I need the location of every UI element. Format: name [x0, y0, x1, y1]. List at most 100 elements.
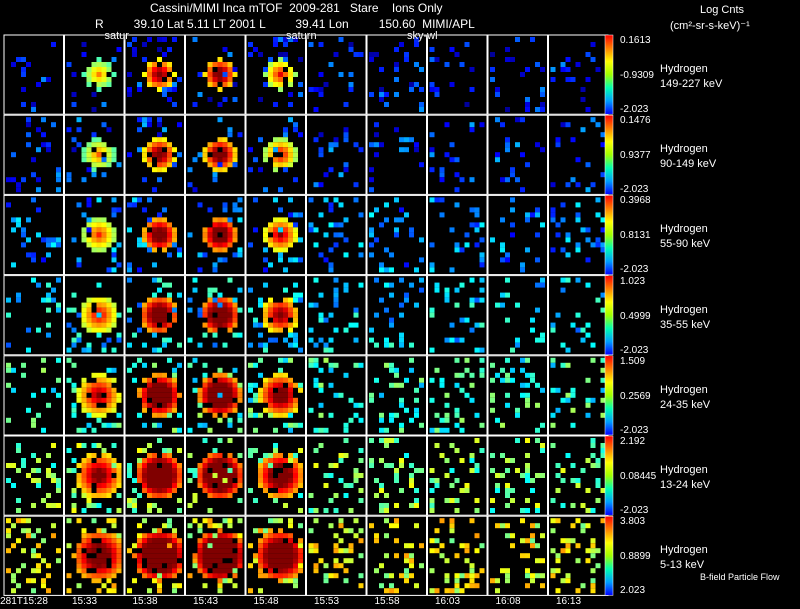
ion-species-label: Hydrogen: [660, 544, 708, 557]
heat-pixel: [227, 147, 233, 153]
heat-pixel: [71, 503, 77, 508]
heat-pixel: [26, 407, 31, 413]
heat-pixel: [248, 362, 253, 368]
heat-pixel: [419, 87, 424, 92]
heat-pixel: [127, 42, 132, 47]
heat-pixel: [101, 317, 107, 323]
heat-pixel: [510, 458, 515, 463]
heat-pixel: [16, 448, 21, 453]
heat-pixel: [187, 232, 193, 238]
heat-pixel: [525, 392, 530, 398]
heat-pixel: [384, 282, 389, 288]
heat-pixel: [237, 518, 243, 524]
heat-pixel: [137, 387, 142, 393]
heat-pixel: [429, 197, 435, 203]
heat-pixel: [288, 157, 293, 163]
heat-pixel: [177, 392, 182, 398]
heat-pixel: [550, 322, 556, 328]
heat-pixel: [91, 62, 97, 67]
heat-pixel: [338, 548, 344, 554]
heat-pixel: [96, 443, 102, 448]
heat-pixel: [237, 217, 243, 223]
heat-pixel: [132, 47, 137, 52]
heat-pixel: [212, 322, 218, 328]
heat-pixel: [510, 172, 515, 178]
heat-pixel: [91, 478, 97, 483]
heat-pixel: [258, 412, 263, 418]
heat-pixel: [479, 422, 485, 428]
heat-pixel: [162, 232, 167, 238]
heat-pixel: [227, 227, 233, 233]
heat-pixel: [111, 227, 117, 233]
heat-pixel: [348, 543, 354, 549]
heat-pixel: [449, 142, 455, 148]
heat-pixel: [358, 553, 364, 559]
heat-pixel: [454, 157, 460, 163]
heat-pixel: [96, 322, 102, 328]
heat-pixel: [248, 242, 253, 248]
panel-target-label: sky-wl: [407, 30, 438, 42]
heat-pixel: [298, 553, 303, 559]
heat-pixel: [389, 362, 394, 368]
heat-pixel: [167, 147, 172, 153]
heat-pixel: [404, 292, 409, 298]
heat-pixel: [585, 548, 591, 554]
heat-pixel: [268, 473, 273, 478]
heat-pixel: [278, 473, 283, 478]
heat-pixel: [127, 463, 132, 468]
heat-pixel: [283, 422, 288, 428]
heat-pixel: [384, 553, 389, 559]
heat-pixel: [394, 47, 399, 52]
heat-pixel: [101, 222, 107, 228]
heat-pixel: [429, 167, 435, 173]
heat-pixel: [106, 533, 112, 539]
heat-pixel: [328, 222, 334, 228]
heat-pixel: [399, 147, 404, 153]
heat-pixel: [459, 282, 465, 288]
heat-pixel: [86, 382, 92, 388]
heat-pixel: [152, 137, 157, 143]
heat-pixel: [540, 422, 545, 428]
heat-pixel: [197, 473, 203, 478]
heat-pixel: [283, 157, 288, 163]
heat-pixel: [152, 82, 157, 87]
heat-pixel: [212, 267, 218, 273]
heat-pixel: [409, 558, 414, 564]
heat-pixel: [429, 307, 435, 313]
heat-pixel: [590, 242, 596, 248]
heat-pixel: [162, 402, 167, 408]
heat-pixel: [454, 372, 460, 378]
heat-pixel: [283, 412, 288, 418]
heat-pixel: [31, 277, 36, 283]
heat-pixel: [222, 473, 228, 478]
heat-pixel: [595, 483, 601, 488]
heat-pixel: [333, 543, 339, 549]
heat-pixel: [474, 212, 480, 218]
heat-pixel: [111, 247, 117, 253]
heat-pixel: [288, 297, 293, 303]
heat-pixel: [137, 533, 142, 539]
heat-pixel: [288, 548, 293, 554]
heat-pixel: [31, 568, 36, 574]
heat-pixel: [358, 402, 364, 408]
heat-pixel: [212, 317, 218, 323]
heat-pixel: [116, 533, 122, 539]
heat-pixel: [162, 337, 167, 343]
heat-pixel: [217, 548, 223, 554]
heat-pixel: [147, 377, 152, 383]
heat-pixel: [278, 367, 283, 373]
heat-pixel: [550, 573, 556, 579]
heat-pixel: [192, 473, 198, 478]
heat-pixel: [227, 518, 233, 524]
heat-pixel: [66, 543, 72, 549]
heat-pixel: [288, 332, 293, 338]
heat-pixel: [278, 412, 283, 418]
heat-pixel: [429, 82, 435, 87]
heat-pixel: [66, 127, 72, 133]
heat-pixel: [111, 422, 117, 428]
heat-pixel: [253, 412, 258, 418]
heat-pixel: [101, 558, 107, 564]
heat-pixel: [348, 548, 354, 554]
heat-pixel: [379, 503, 384, 508]
energy-range-label: 13-24 keV: [660, 479, 711, 491]
